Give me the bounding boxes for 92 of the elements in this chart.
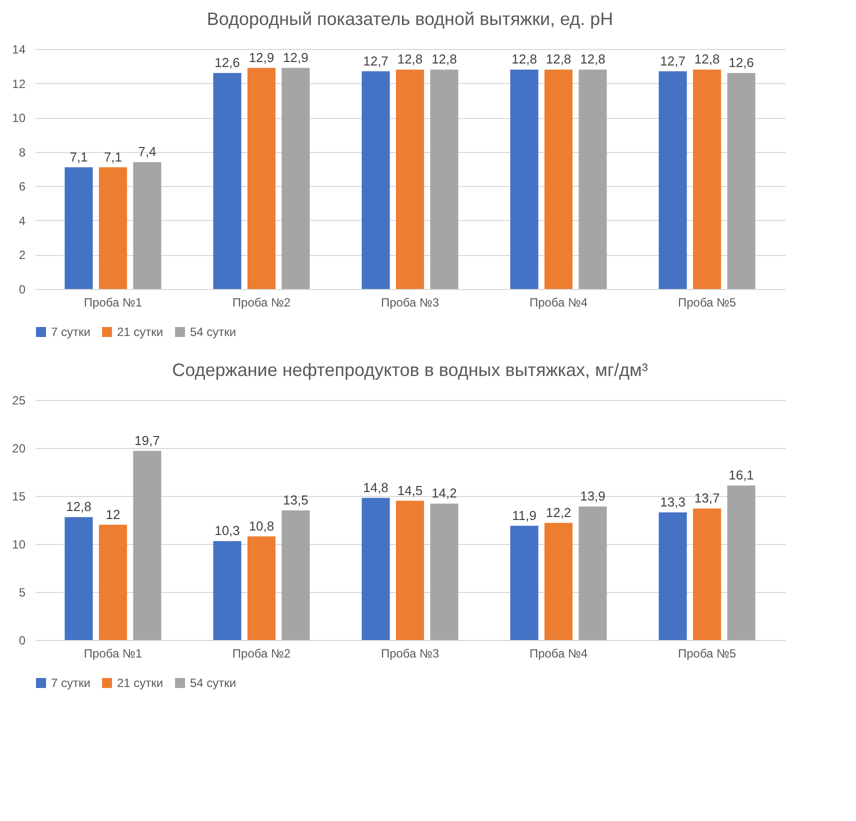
y-tick-label: 5 bbox=[18, 586, 26, 600]
data-label: 14,8 bbox=[363, 480, 388, 495]
data-label: 13,9 bbox=[580, 488, 606, 504]
data-label: 16,1 bbox=[728, 467, 754, 482]
y-tick-label: 0 bbox=[18, 634, 26, 648]
data-label: 7,1 bbox=[70, 149, 88, 164]
bar bbox=[362, 71, 390, 289]
legend-label: 7 сутки bbox=[51, 676, 90, 690]
y-tick-label: 8 bbox=[18, 145, 26, 160]
bar bbox=[727, 485, 756, 640]
bar bbox=[213, 541, 242, 640]
bar bbox=[544, 70, 573, 289]
y-tick-label: 2 bbox=[18, 248, 26, 262]
data-label: 14,2 bbox=[432, 486, 457, 501]
bar bbox=[658, 71, 687, 289]
legend-label: 7 сутки bbox=[51, 325, 90, 339]
chart-title: Содержание нефтепродуктов в водных вытяжках, мг/дм³ bbox=[172, 360, 648, 380]
data-label: 10,3 bbox=[214, 523, 240, 538]
bar bbox=[578, 506, 607, 640]
bar bbox=[98, 524, 128, 640]
bar bbox=[578, 70, 607, 289]
y-tick-label: 12 bbox=[12, 76, 26, 91]
data-label: 11,9 bbox=[512, 508, 536, 523]
bar bbox=[247, 536, 276, 640]
data-label: 12,8 bbox=[546, 52, 572, 67]
x-tick-label: Проба №3 bbox=[380, 296, 440, 310]
bar bbox=[658, 512, 687, 640]
y-tick-label: 10 bbox=[12, 538, 26, 552]
bar bbox=[396, 70, 424, 289]
bar bbox=[282, 68, 310, 289]
data-label: 10,8 bbox=[248, 518, 274, 534]
data-label: 19,7 bbox=[134, 432, 160, 448]
x-tick-label: Проба №3 bbox=[380, 646, 440, 660]
bar bbox=[430, 504, 458, 640]
y-tick-label: 15 bbox=[12, 490, 26, 504]
chart-title: Водородный показатель водной вытяжки, ед. pH bbox=[206, 9, 614, 29]
data-label: 12,2 bbox=[546, 504, 572, 520]
y-tick-label: 25 bbox=[12, 394, 26, 408]
x-tick-label: Проба №1 bbox=[84, 296, 142, 310]
data-label: 13,5 bbox=[283, 492, 308, 508]
y-tick-label: 6 bbox=[18, 180, 26, 194]
x-tick-label: Проба №1 bbox=[84, 646, 142, 660]
bar bbox=[396, 500, 424, 640]
bar bbox=[544, 522, 573, 640]
bar bbox=[510, 70, 538, 289]
bar bbox=[692, 70, 722, 289]
data-label: 12,9 bbox=[283, 50, 308, 65]
data-label: 12,8 bbox=[512, 52, 537, 67]
bar bbox=[133, 162, 162, 289]
x-tick-label: Проба №5 bbox=[678, 296, 736, 310]
data-label: 14,5 bbox=[397, 482, 423, 498]
data-label: 7,4 bbox=[138, 144, 156, 160]
data-label: 13,3 bbox=[660, 494, 686, 510]
data-label: 12,8 bbox=[66, 499, 92, 514]
data-label: 7,1 bbox=[104, 149, 122, 164]
bar bbox=[133, 450, 162, 640]
x-tick-label: Проба №2 bbox=[232, 296, 291, 310]
bar bbox=[64, 167, 93, 289]
data-label: 12,7 bbox=[660, 53, 686, 68]
y-tick-label: 14 bbox=[12, 42, 26, 56]
bar bbox=[247, 68, 276, 289]
legend-label: 54 сутки bbox=[190, 676, 236, 690]
bar bbox=[282, 510, 310, 640]
legend-label: 21 сутки bbox=[117, 676, 164, 690]
bar bbox=[430, 70, 458, 289]
x-tick-label: Проба №5 bbox=[678, 646, 736, 660]
bar bbox=[98, 167, 128, 289]
bar bbox=[510, 526, 538, 640]
y-tick-label: 0 bbox=[18, 282, 26, 296]
data-label: 12,8 bbox=[694, 52, 720, 67]
data-label: 12 bbox=[106, 506, 120, 522]
data-label: 12,6 bbox=[728, 55, 754, 70]
data-label: 12,8 bbox=[432, 52, 457, 67]
data-label: 13,7 bbox=[694, 490, 720, 506]
x-tick-label: Проба №4 bbox=[529, 646, 588, 660]
y-tick-label: 20 bbox=[12, 442, 26, 456]
data-label: 12,7 bbox=[363, 53, 388, 68]
data-label: 12,8 bbox=[580, 52, 606, 67]
bar bbox=[362, 498, 390, 640]
data-label: 12,6 bbox=[214, 55, 240, 70]
bar bbox=[692, 508, 722, 640]
data-label: 12,9 bbox=[248, 50, 274, 65]
bar bbox=[64, 517, 93, 640]
x-tick-label: Проба №2 bbox=[232, 646, 291, 660]
legend-label: 21 сутки bbox=[117, 325, 164, 339]
bar bbox=[727, 73, 756, 289]
y-tick-label: 4 bbox=[18, 214, 26, 228]
data-label: 12,8 bbox=[397, 52, 423, 67]
bar bbox=[213, 73, 242, 289]
x-tick-label: Проба №4 bbox=[529, 296, 588, 310]
y-tick-label: 10 bbox=[12, 111, 26, 126]
legend-label: 54 сутки bbox=[190, 325, 236, 339]
